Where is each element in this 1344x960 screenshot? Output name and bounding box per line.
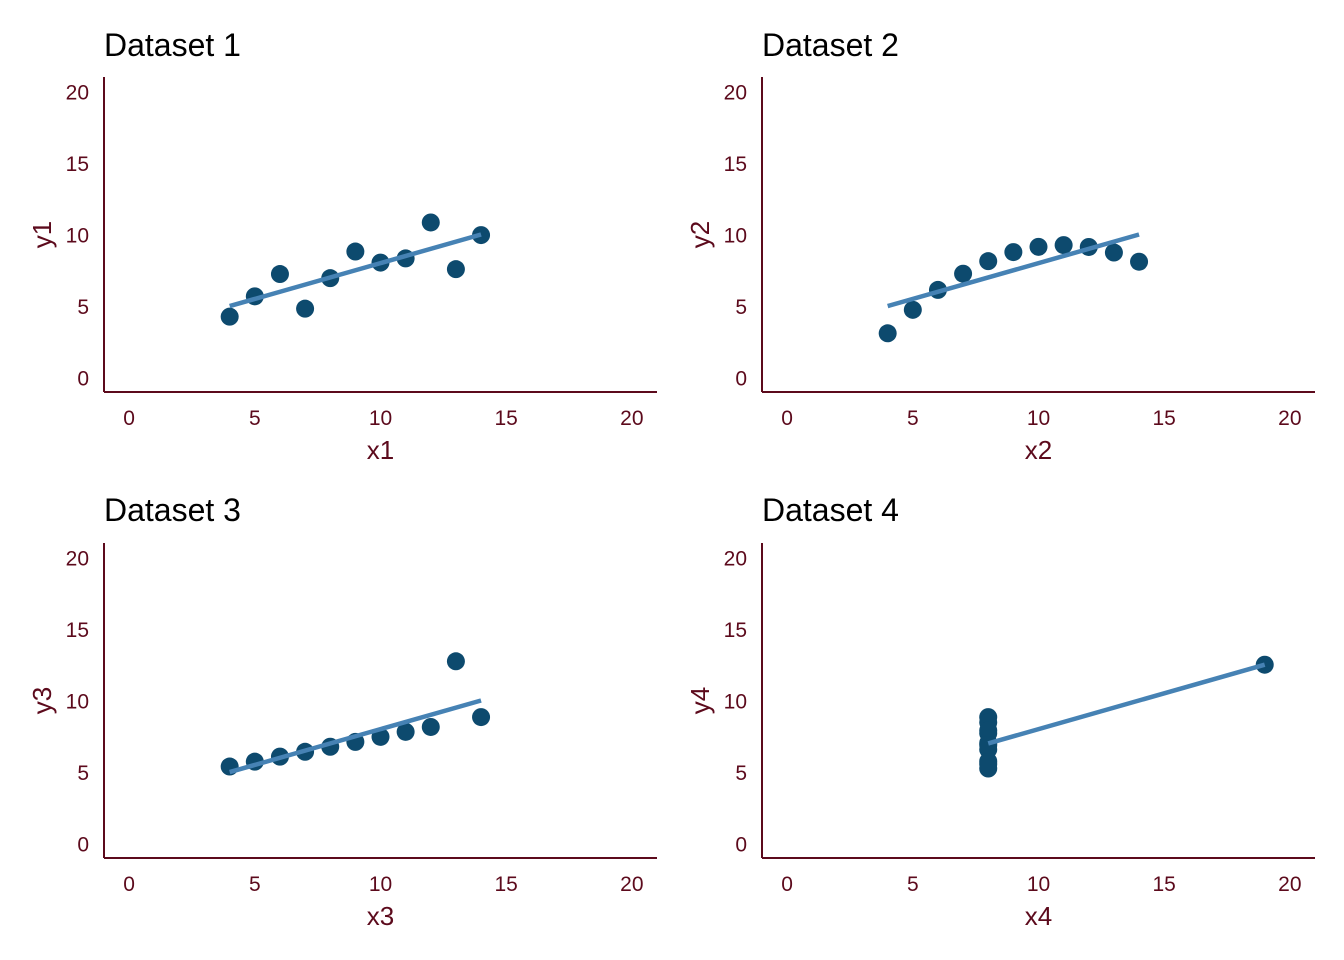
x-tick-label: 20	[620, 873, 643, 896]
fit-line	[987, 662, 1266, 746]
data-point	[979, 736, 998, 755]
x-tick-label: 10	[1027, 873, 1050, 896]
y-tick-label: 5	[735, 296, 747, 319]
y-axis-title: y2	[685, 221, 715, 248]
y-tick-label: 15	[724, 619, 747, 642]
y-tick-label: 15	[66, 619, 89, 642]
data-point	[1130, 252, 1149, 271]
data-point	[1029, 237, 1048, 256]
x-tick-label: 10	[369, 873, 392, 896]
data-point	[903, 300, 922, 319]
panel-3: Dataset 3 0 5 10 15 20 0 5 10 15 20 x3 y3	[27, 492, 657, 931]
panel-2: Dataset 2 0 5 10 15 20 0 5 10 15 20 x2 y2	[685, 27, 1315, 465]
data-point	[1104, 243, 1123, 262]
data-point	[979, 721, 998, 740]
data-point	[1004, 243, 1023, 262]
panel-1: Dataset 1 0 5 10 15 20 0 5 10 15 20 x1 y1	[27, 27, 657, 465]
x-tick-label: 15	[1153, 873, 1176, 896]
y-tick-label: 0	[735, 834, 747, 857]
x-tick-label: 20	[1278, 873, 1301, 896]
x-tick-label: 0	[781, 407, 793, 430]
y-axis-title: y4	[685, 687, 715, 714]
y-tick-label: 20	[66, 547, 89, 570]
y-axis-title: y3	[27, 687, 57, 714]
y-tick-label: 5	[77, 296, 89, 319]
data-point	[421, 213, 440, 232]
x-tick-label: 10	[369, 407, 392, 430]
y-axis-title: y1	[27, 221, 57, 248]
x-tick-label: 5	[249, 873, 261, 896]
data-point	[270, 265, 289, 284]
y-tick-label: 15	[724, 153, 747, 176]
data-point	[220, 757, 239, 776]
y-tick-label: 20	[724, 81, 747, 104]
data-point	[296, 299, 315, 318]
x-tick-label: 15	[495, 873, 518, 896]
x-tick-label: 15	[1153, 407, 1176, 430]
x-axis-title: x3	[367, 901, 394, 931]
panel-title: Dataset 3	[104, 492, 241, 528]
fit-line	[229, 698, 482, 775]
panel-4: Dataset 4 0 5 10 15 20 0 5 10 15 20 x4 y4	[685, 492, 1315, 931]
data-point	[979, 755, 998, 774]
fit-line	[229, 232, 482, 309]
x-tick-label: 0	[123, 407, 135, 430]
x-tick-label: 20	[1278, 407, 1301, 430]
data-point	[446, 260, 465, 279]
data-point	[878, 324, 897, 343]
data-point	[954, 264, 973, 283]
y-tick-label: 5	[77, 762, 89, 785]
data-point	[1054, 236, 1073, 255]
x-tick-label: 5	[249, 407, 261, 430]
y-tick-label: 10	[724, 691, 747, 714]
x-tick-label: 0	[123, 873, 135, 896]
y-tick-label: 0	[735, 368, 747, 391]
x-tick-label: 0	[781, 873, 793, 896]
x-tick-label: 5	[907, 873, 919, 896]
y-tick-label: 20	[66, 81, 89, 104]
x-axis-title: x4	[1025, 901, 1052, 931]
y-tick-label: 10	[66, 225, 89, 248]
panel-title: Dataset 2	[762, 27, 899, 63]
y-tick-label: 10	[66, 691, 89, 714]
x-axis-title: x2	[1025, 435, 1052, 465]
y-tick-label: 0	[77, 834, 89, 857]
y-tick-label: 10	[724, 225, 747, 248]
data-point	[220, 307, 239, 326]
data-point	[396, 722, 415, 741]
panel-title: Dataset 4	[762, 492, 899, 528]
y-tick-label: 15	[66, 153, 89, 176]
x-tick-label: 10	[1027, 407, 1050, 430]
x-tick-label: 15	[495, 407, 518, 430]
y-tick-label: 20	[724, 547, 747, 570]
data-point	[446, 652, 465, 671]
panel-title: Dataset 1	[104, 27, 241, 63]
data-point	[346, 242, 365, 261]
y-tick-label: 5	[735, 762, 747, 785]
data-point	[421, 717, 440, 736]
data-point	[472, 708, 491, 727]
x-tick-label: 5	[907, 407, 919, 430]
x-tick-label: 20	[620, 407, 643, 430]
x-axis-title: x1	[367, 435, 394, 465]
y-tick-label: 0	[77, 368, 89, 391]
data-point	[979, 252, 998, 271]
fit-line	[887, 232, 1140, 309]
